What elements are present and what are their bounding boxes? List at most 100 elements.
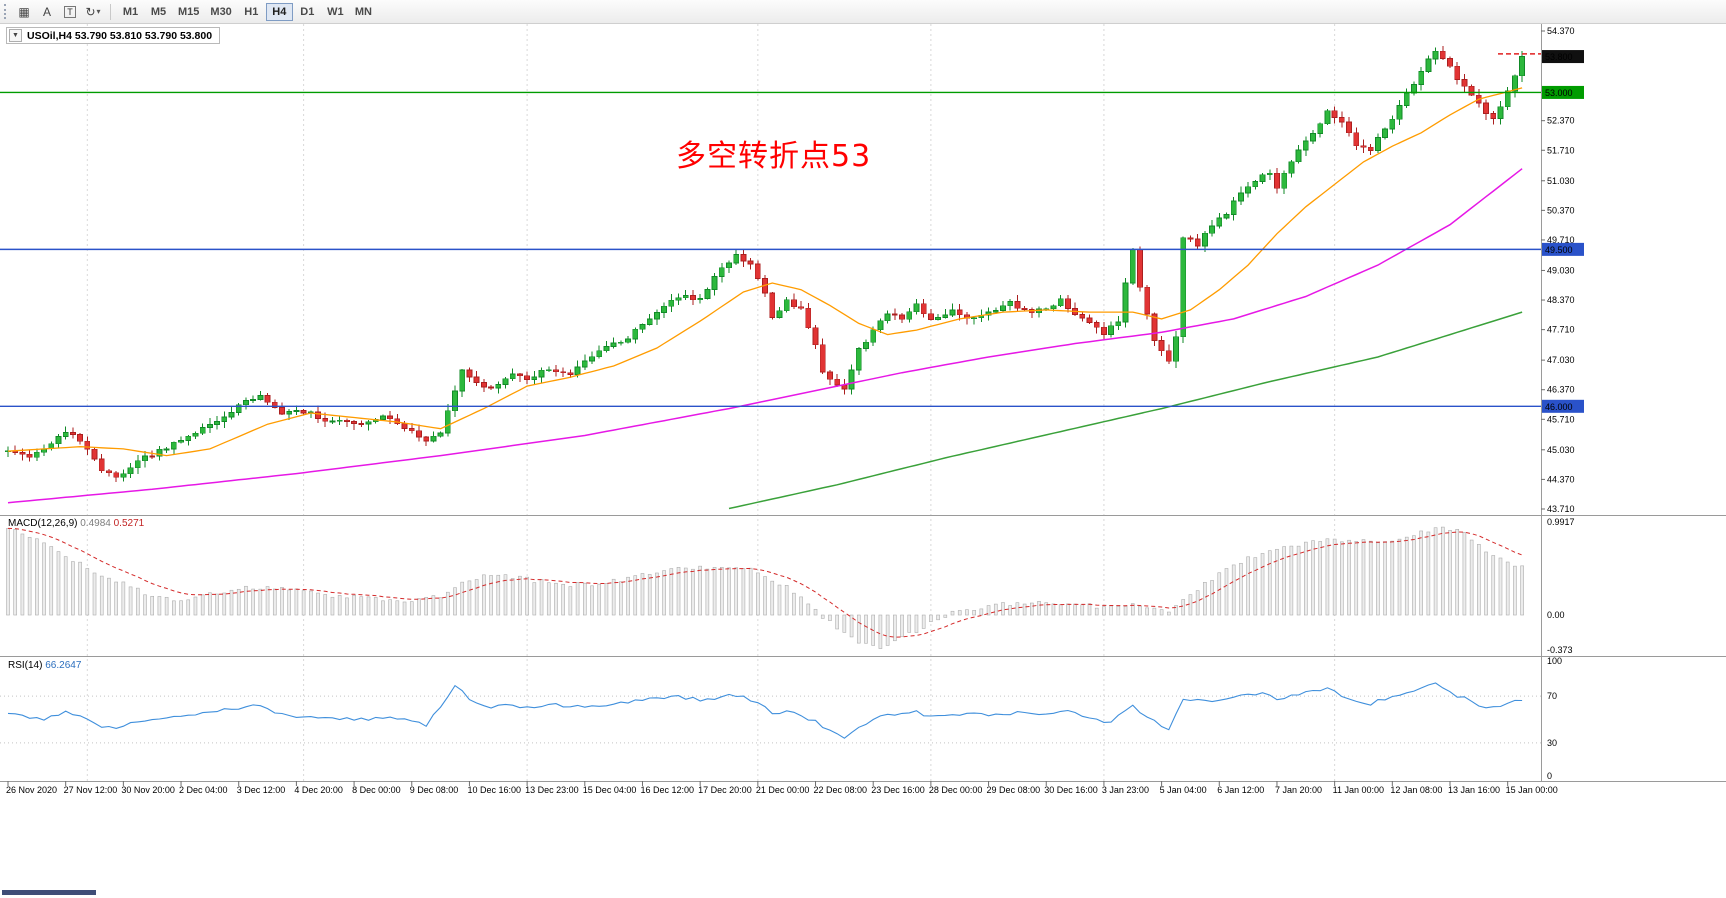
rsi-line	[7, 682, 1523, 739]
text-tool-button[interactable]: T	[59, 2, 81, 22]
timeframe-d1-button[interactable]: D1	[294, 3, 321, 21]
svg-text:13 Dec 23:00: 13 Dec 23:00	[525, 785, 579, 795]
svg-text:53.800: 53.800	[1545, 52, 1573, 62]
toolbar: ▦ A T ↻ ▾ M1 M5 M15 M30 H1 H4 D1 W1 MN	[0, 0, 1726, 24]
svg-text:26 Nov 2020: 26 Nov 2020	[6, 785, 57, 795]
ma-slow-green	[728, 311, 1523, 510]
svg-text:46.000: 46.000	[1545, 402, 1573, 412]
cycle-icon: ↻	[85, 4, 96, 19]
svg-text:3 Dec 12:00: 3 Dec 12:00	[237, 785, 286, 795]
svg-text:15 Jan 00:00: 15 Jan 00:00	[1506, 785, 1558, 795]
svg-text:15 Dec 04:00: 15 Dec 04:00	[583, 785, 637, 795]
svg-text:9 Dec 08:00: 9 Dec 08:00	[410, 785, 459, 795]
svg-text:43.710: 43.710	[1547, 504, 1575, 514]
level-lines[interactable]	[0, 53, 1541, 408]
svg-text:50.370: 50.370	[1547, 205, 1575, 215]
svg-text:49.710: 49.710	[1547, 235, 1575, 245]
svg-text:51.710: 51.710	[1547, 145, 1575, 155]
time-axis[interactable]: 26 Nov 2020 27 Nov 12:00 30 Nov 20:00 2 Dec…	[6, 781, 1558, 795]
svg-text:6 Jan 12:00: 6 Jan 12:00	[1217, 785, 1264, 795]
chevron-down-icon: ▾	[96, 7, 101, 16]
timeframe-mn-button[interactable]: MN	[350, 3, 377, 21]
svg-text:51.030: 51.030	[1547, 176, 1575, 186]
svg-text:54.370: 54.370	[1547, 26, 1575, 36]
horizontal-scrollbar[interactable]	[0, 889, 1726, 896]
svg-text:13 Jan 16:00: 13 Jan 16:00	[1448, 785, 1500, 795]
macd-panel	[6, 526, 1524, 649]
svg-text:30 Nov 20:00: 30 Nov 20:00	[121, 785, 175, 795]
toolbar-drag-handle[interactable]	[4, 4, 8, 19]
svg-text:52.370: 52.370	[1547, 116, 1575, 126]
chart-menu-collapse-button[interactable]: ▼	[9, 29, 22, 42]
svg-text:27 Nov 12:00: 27 Nov 12:00	[64, 785, 118, 795]
svg-text:45.030: 45.030	[1547, 445, 1575, 455]
level-badge-46.000	[1542, 399, 1584, 413]
svg-text:48.370: 48.370	[1547, 295, 1575, 305]
symbol-period-label: USOil,H4	[27, 29, 72, 42]
svg-text:23 Dec 16:00: 23 Dec 16:00	[871, 785, 925, 795]
price-axis[interactable]: 54.370 52.370 51.710 51.030 50.370 49.710 49.0…	[1541, 26, 1584, 781]
rsi-scale-label: 0	[1547, 771, 1552, 781]
svg-text:10 Dec 16:00: 10 Dec 16:00	[467, 785, 521, 795]
svg-text:8 Dec 00:00: 8 Dec 00:00	[352, 785, 401, 795]
svg-text:7 Jan 20:00: 7 Jan 20:00	[1275, 785, 1322, 795]
macd-scale-label: 0.9917	[1547, 517, 1575, 527]
macd-scale-label: -0.373	[1547, 645, 1573, 655]
timeframe-m30-button[interactable]: M30	[205, 3, 236, 21]
svg-text:17 Dec 20:00: 17 Dec 20:00	[698, 785, 752, 795]
rsi-panel	[0, 682, 1541, 744]
toolbar-separator	[110, 3, 111, 20]
svg-text:3 Jan 23:00: 3 Jan 23:00	[1102, 785, 1149, 795]
rsi-indicator-label: RSI(14) 66.2647	[8, 660, 81, 671]
macd-signal-value: 0.5271	[113, 518, 145, 529]
svg-text:2 Dec 04:00: 2 Dec 04:00	[179, 785, 228, 795]
macd-signal-line	[7, 527, 1523, 638]
scrollbar-thumb[interactable]	[2, 890, 96, 895]
timeframe-m15-button[interactable]: M15	[173, 3, 204, 21]
ohlc-values: 53.790 53.810 53.790 53.800	[74, 29, 213, 42]
svg-text:29 Dec 08:00: 29 Dec 08:00	[987, 785, 1041, 795]
letter-a-icon: A	[42, 4, 51, 19]
macd-indicator-label: MACD(12,26,9) 0.4984 0.5271	[8, 518, 144, 529]
svg-text:47.710: 47.710	[1547, 325, 1575, 335]
candles-layer	[5, 46, 1525, 483]
svg-text:47.030: 47.030	[1547, 355, 1575, 365]
chart-title-box: ▼ USOil,H4 53.790 53.810 53.790 53.800	[6, 27, 221, 44]
svg-text:21 Dec 00:00: 21 Dec 00:00	[756, 785, 810, 795]
svg-text:4 Dec 20:00: 4 Dec 20:00	[294, 785, 343, 795]
svg-text:5 Jan 04:00: 5 Jan 04:00	[1160, 785, 1207, 795]
rsi-scale-label: 70	[1547, 691, 1557, 701]
level-badge-49.500	[1542, 242, 1584, 256]
grid-icon: ▦	[18, 4, 30, 19]
timeframe-h1-button[interactable]: H1	[238, 3, 265, 21]
svg-text:44.370: 44.370	[1547, 474, 1575, 484]
svg-text:53.000: 53.000	[1545, 88, 1573, 98]
svg-text:49.030: 49.030	[1547, 265, 1575, 275]
timeframe-w1-button[interactable]: W1	[322, 3, 349, 21]
svg-text:22 Dec 08:00: 22 Dec 08:00	[814, 785, 868, 795]
cycle-tool-button[interactable]: ↻ ▾	[82, 2, 104, 22]
svg-text:12 Jan 08:00: 12 Jan 08:00	[1390, 785, 1442, 795]
svg-text:16 Dec 12:00: 16 Dec 12:00	[640, 785, 694, 795]
level-badge-53.000	[1542, 85, 1584, 99]
text-box-icon: T	[64, 5, 76, 18]
timeframe-m5-button[interactable]: M5	[145, 3, 172, 21]
annotation-tool-button[interactable]: A	[36, 2, 58, 22]
macd-name: MACD(12,26,9)	[8, 518, 78, 529]
rsi-value: 66.2647	[45, 660, 82, 671]
svg-text:30 Dec 16:00: 30 Dec 16:00	[1044, 785, 1098, 795]
timeframe-h4-button[interactable]: H4	[265, 2, 293, 21]
svg-text:46.370: 46.370	[1547, 385, 1575, 395]
rsi-scale-label: 100	[1547, 656, 1562, 666]
rsi-name: RSI(14)	[8, 660, 43, 671]
timeframe-m1-button[interactable]: M1	[117, 3, 144, 21]
svg-text:28 Dec 00:00: 28 Dec 00:00	[929, 785, 983, 795]
ma-mid-magenta	[7, 168, 1523, 504]
rsi-scale-label: 30	[1547, 738, 1557, 748]
svg-text:49.500: 49.500	[1545, 245, 1573, 255]
chart-window-button[interactable]: ▦	[13, 2, 35, 22]
macd-main-value: 0.4984	[80, 518, 111, 529]
annotation-text[interactable]: 多空转折点53	[676, 139, 872, 174]
triangle-down-icon: ▼	[12, 32, 19, 39]
